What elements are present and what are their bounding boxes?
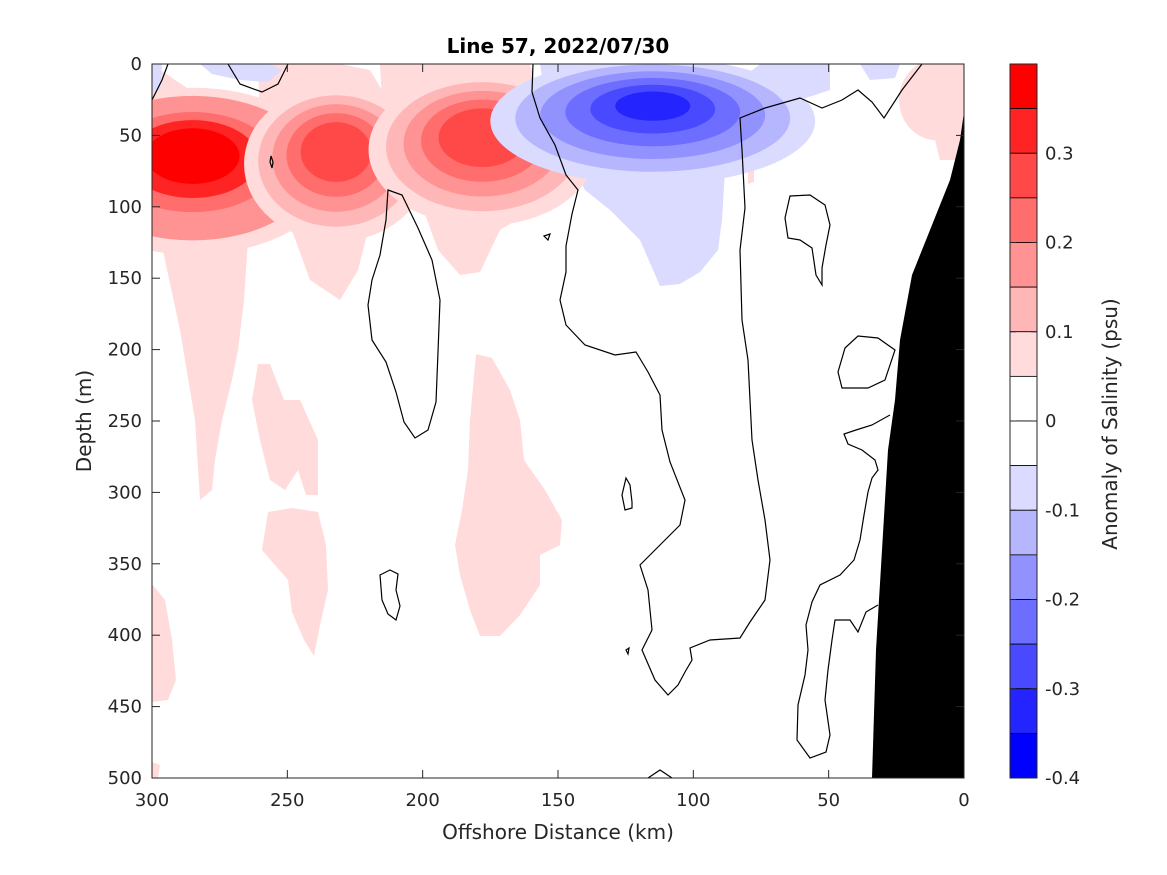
colorbar-band [1009,465,1038,511]
x-tick-label: 150 [541,790,575,811]
bathymetry-shape [872,112,964,778]
x-tick-label: 300 [135,790,169,811]
colorbar-band [1009,554,1038,600]
anomaly-band-positive [152,762,160,778]
y-tick-label: 200 [108,340,142,361]
colorbar-band [1009,242,1038,288]
x-tick-label: 50 [817,790,840,811]
colorbar-band [1009,286,1038,333]
zero-contour [784,194,831,288]
zero-contour [837,335,896,389]
anomaly-band-negative [860,64,900,80]
zero-contour [542,233,551,242]
x-tick-label: 200 [405,790,439,811]
y-axis: 0 50 100 150 200 250 300 350 400 450 500 [108,54,964,789]
colorbar-title: Anomaly of Salinity (psu) [1098,298,1122,549]
colorbar-band [1009,331,1038,377]
anomaly-fill-layer [152,64,964,778]
anomaly-contour-band [899,64,964,141]
y-tick-label: 450 [108,697,142,718]
y-tick-label: 100 [108,197,142,218]
colorbar-tick-label: -0.3 [1045,679,1080,700]
colorbar-band [1009,509,1038,556]
zero-contour [227,64,289,93]
zero-contour [152,64,169,101]
colorbar-band [1009,420,1038,467]
colorbar-band [1009,63,1038,110]
colorbar-tick-label: -0.2 [1045,590,1080,611]
zero-contour [379,569,401,622]
colorbar-band [1009,732,1038,779]
colorbar-tick-label: 0.3 [1045,143,1074,164]
colorbar-band [1009,375,1038,422]
anomaly-band-positive [262,508,328,656]
anomaly-band-positive [455,354,562,636]
anomaly-band-positive [152,584,176,702]
y-tick-label: 50 [119,125,142,146]
y-tick-label: 300 [108,482,142,503]
zero-contour-lines [152,64,923,778]
x-tick-label: 0 [958,790,969,811]
y-tick-label: 350 [108,554,142,575]
zero-contour [269,155,274,169]
colorbar-band [1009,599,1038,645]
colorbar-tick-label: 0 [1045,411,1056,432]
colorbar-tick-label: 0.1 [1045,322,1074,343]
anomaly-contour-band [314,131,358,167]
plot-area [151,63,965,779]
colorbar-band [1009,152,1038,199]
x-tick-label: 100 [676,790,710,811]
zero-contour [531,64,923,696]
chart-title: Line 57, 2022/07/30 [447,34,670,58]
y-axis-title: Depth (m) [72,370,96,472]
x-tick-label: 250 [270,790,304,811]
colorbar-tick-label: 0.2 [1045,233,1074,254]
y-tick-label: 0 [131,54,142,75]
anomaly-band-positive [252,364,318,495]
zero-contour [647,769,673,778]
colorbar-tick-label: -0.4 [1045,768,1080,789]
anomaly-contour-band [164,136,221,170]
y-tick-label: 250 [108,411,142,432]
zero-contour [621,476,633,511]
colorbar-band [1009,197,1038,243]
anomaly-band-negative [200,64,282,82]
y-tick-label: 500 [108,768,142,789]
colorbar-band [1009,643,1038,690]
colorbar-band [1009,688,1038,734]
colorbar-tick-label: -0.1 [1045,500,1080,521]
x-axis: 300 250 200 150 100 50 0 [135,64,970,811]
colorbar-band [1009,108,1038,154]
anomaly-contour-band [615,91,691,121]
y-tick-label: 150 [108,268,142,289]
zero-contour [367,189,441,439]
x-axis-title: Offshore Distance (km) [442,820,674,844]
y-tick-label: 400 [108,625,142,646]
colorbar: 0.3 0.2 0.1 0 -0.1 -0.2 -0.3 -0.4 [1009,63,1080,789]
zero-contour [796,414,891,759]
zero-contour [625,646,630,656]
